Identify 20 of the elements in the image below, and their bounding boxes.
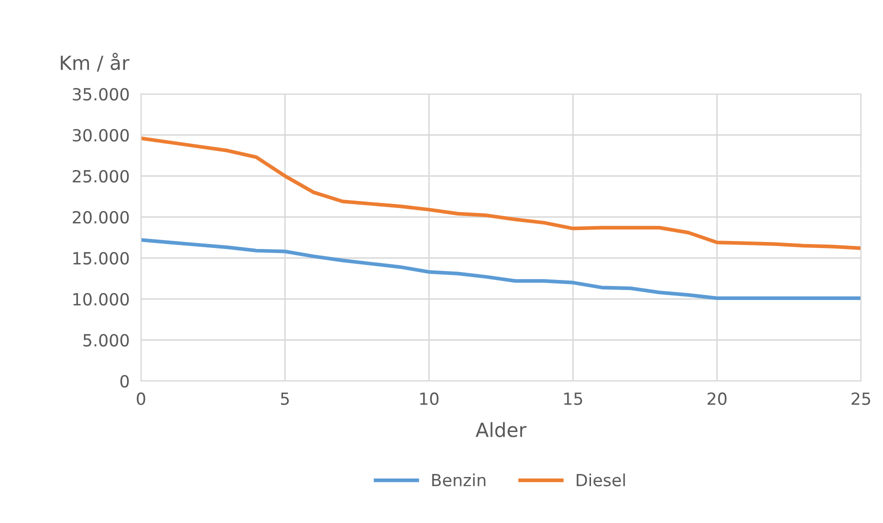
x-tick-label: 15: [564, 392, 582, 406]
y-tick-label: 35.000: [72, 88, 129, 101]
y-tick-label: 20.000: [72, 210, 129, 224]
y-tick-label: 30.000: [72, 128, 129, 142]
y-tick-label: 5.000: [83, 334, 129, 347]
y-tick-label: 25.000: [72, 170, 129, 183]
x-tick-label: 10: [420, 392, 438, 406]
y-tick-label: 10.000: [73, 292, 129, 306]
x-axis-title: Alder: [476, 422, 526, 438]
y-tick-label: 0: [120, 374, 129, 388]
x-tick-label: 25: [852, 392, 870, 406]
line-series: [141, 136, 861, 250]
line-series: [141, 238, 861, 300]
x-tick-label: 0: [136, 392, 146, 406]
y-tick-label: 15.000: [73, 252, 129, 265]
legend-label: Benzin: [432, 473, 486, 486]
y-axis-title: Km / år: [60, 52, 130, 72]
legend-label: Diesel: [576, 473, 625, 486]
x-tick-label: 20: [708, 392, 726, 406]
x-tick-label: 5: [280, 392, 289, 406]
